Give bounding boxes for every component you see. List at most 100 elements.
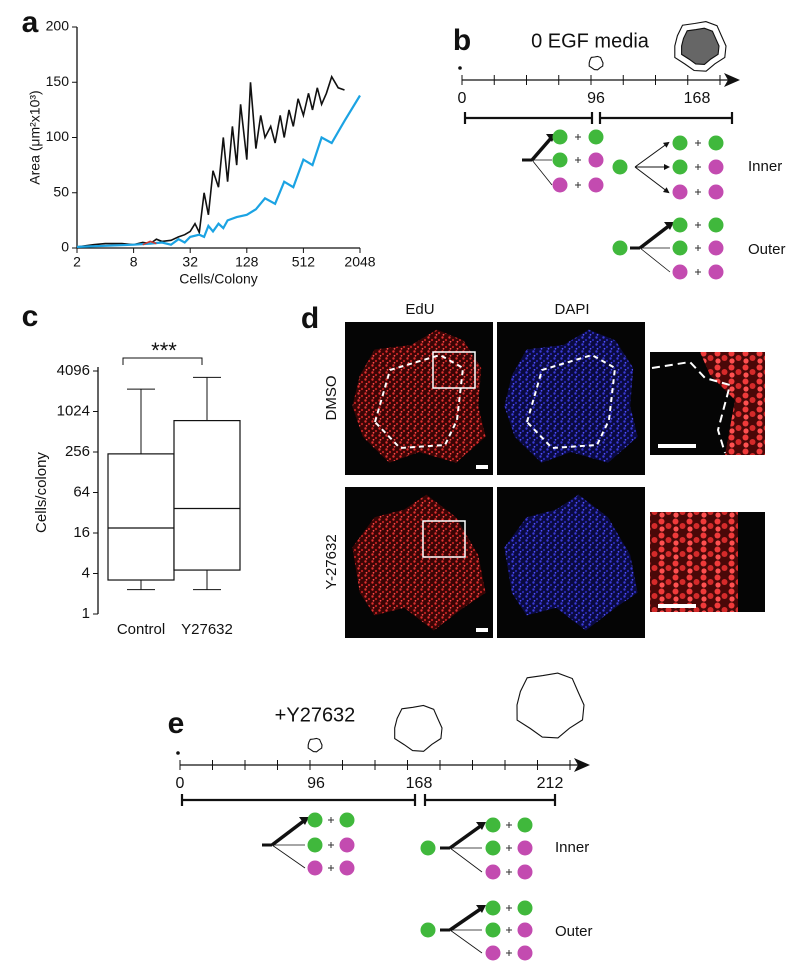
fork-line	[639, 247, 671, 273]
panel-title: +Y27632	[275, 704, 356, 726]
cell	[485, 922, 501, 938]
cell	[485, 840, 501, 856]
data-line	[76, 74, 345, 248]
y-tick-label: 4096	[57, 362, 90, 379]
origin-dot	[458, 66, 462, 70]
fork-line	[449, 929, 483, 954]
data-line	[76, 94, 361, 248]
cell	[517, 900, 533, 916]
cell	[485, 945, 501, 961]
plus-sign	[575, 182, 581, 188]
cell	[339, 812, 355, 828]
box	[107, 453, 175, 581]
cell	[612, 240, 628, 256]
panel-label: d	[301, 302, 319, 335]
zoom-colony	[700, 352, 765, 455]
time-label: 168	[684, 90, 711, 107]
interval-bar	[180, 794, 417, 806]
zoom-colony	[650, 512, 738, 612]
cell	[672, 240, 688, 256]
cell	[517, 817, 533, 833]
cell	[708, 135, 724, 151]
time-label: 168	[406, 775, 433, 792]
time-label: 96	[587, 90, 605, 107]
cell	[485, 864, 501, 880]
group-label: Outer	[555, 923, 593, 940]
plus-sign	[506, 927, 512, 933]
cell	[588, 152, 604, 168]
colony-outline	[394, 704, 443, 752]
colony-core	[681, 27, 720, 65]
cell	[517, 922, 533, 938]
timeline-arrow	[724, 73, 740, 87]
whisker-low	[127, 580, 155, 591]
scale-bar	[476, 465, 488, 469]
cell	[672, 264, 688, 280]
x-tick-label: 512	[292, 254, 316, 270]
arrow-head	[664, 222, 674, 230]
plus-sign	[506, 822, 512, 828]
column-label: EdU	[405, 301, 434, 318]
cell	[672, 159, 688, 175]
x-tick-label: 2048	[344, 254, 375, 270]
cell	[588, 177, 604, 193]
annotation: ***	[151, 338, 177, 363]
cell	[552, 177, 568, 193]
cell	[517, 864, 533, 880]
y-axis-label: Cells/colony	[33, 452, 50, 533]
group-label: Outer	[748, 241, 786, 258]
y-tick-label: 1	[82, 605, 90, 622]
arrow-head	[664, 164, 670, 170]
arrow-head	[476, 905, 486, 913]
x-tick-label: 128	[235, 254, 259, 270]
x-axis-label: Cells/Colony	[179, 271, 258, 287]
thick-arrow	[449, 906, 483, 932]
cell	[672, 184, 688, 200]
thick-arrow	[530, 135, 554, 162]
fork-line	[271, 844, 306, 869]
y-tick-label: 150	[46, 73, 70, 89]
cell	[612, 159, 628, 175]
x-tick-label: 2	[73, 254, 81, 270]
cell	[672, 217, 688, 233]
plus-sign	[328, 817, 334, 823]
plus-sign	[575, 157, 581, 163]
y-tick-label: 64	[73, 483, 90, 500]
colony-outline	[307, 737, 323, 753]
interval-bar	[598, 112, 734, 124]
axis	[76, 27, 360, 249]
group-label: Inner	[748, 158, 782, 175]
cell	[708, 264, 724, 280]
cell	[307, 812, 323, 828]
plus-sign	[575, 134, 581, 140]
plus-sign	[695, 164, 701, 170]
y-tick-label: 200	[46, 18, 70, 34]
timeline-arrow	[574, 758, 590, 772]
time-label: 0	[176, 775, 185, 792]
row-label: Y-27632	[323, 534, 340, 589]
group-label: Inner	[555, 839, 589, 856]
y-tick-label: 256	[65, 443, 90, 460]
colony-image	[504, 494, 638, 631]
zoom-box	[422, 520, 466, 558]
colony-outline	[674, 21, 727, 72]
thick-arrow	[638, 223, 672, 250]
cell	[672, 135, 688, 151]
panel-label: c	[22, 300, 39, 333]
x-tick-label: Control	[117, 621, 165, 638]
interval-bar	[423, 794, 557, 806]
colony-outline	[588, 55, 604, 71]
cell	[517, 840, 533, 856]
cell	[552, 152, 568, 168]
y-tick-label: 4	[82, 564, 90, 581]
x-tick-label: 32	[182, 254, 198, 270]
y-tick-label: 1024	[57, 402, 90, 419]
panel-label: a	[22, 6, 39, 39]
arrow-head	[663, 141, 670, 148]
fork-line	[634, 166, 669, 193]
arrow-head	[299, 817, 309, 825]
plus-sign	[506, 869, 512, 875]
panel-label: b	[453, 24, 471, 57]
plus-sign	[695, 189, 701, 195]
zoom-box	[432, 351, 476, 389]
